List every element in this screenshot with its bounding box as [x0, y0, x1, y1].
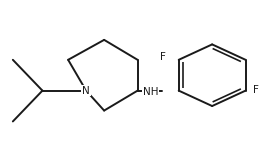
- Text: F: F: [160, 52, 166, 62]
- Text: F: F: [253, 85, 259, 95]
- Text: N: N: [82, 86, 90, 96]
- Text: NH: NH: [143, 87, 158, 97]
